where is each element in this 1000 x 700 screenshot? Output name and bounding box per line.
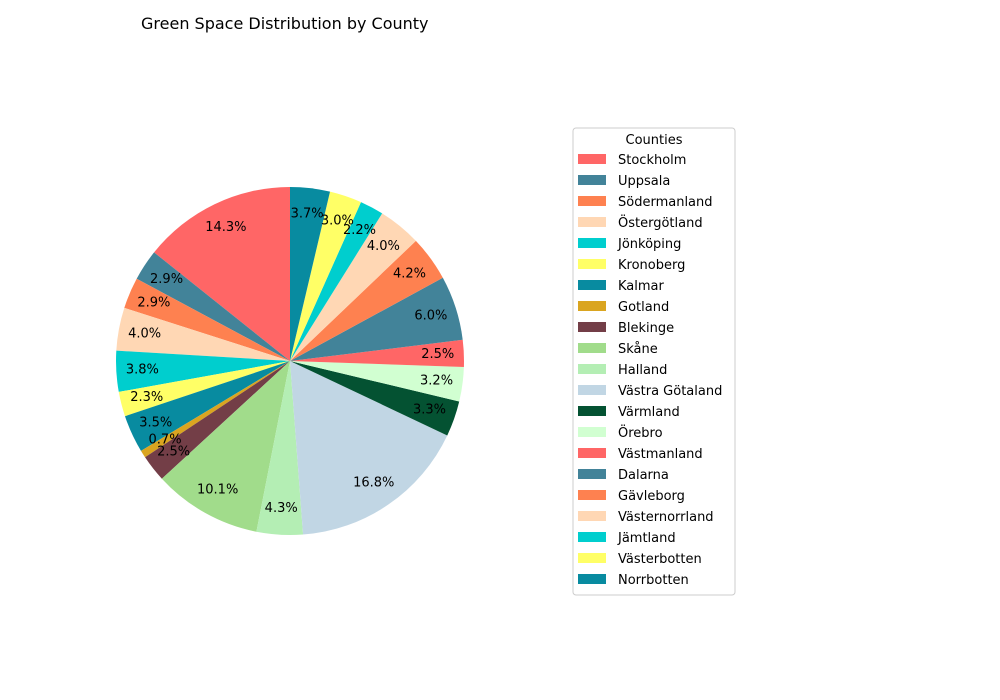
legend-swatch-uppsala xyxy=(578,175,606,185)
pie-slice-ostergotland xyxy=(116,307,290,361)
pie-slice-jonkoping xyxy=(115,350,290,392)
pie-slice-uppsala xyxy=(136,252,290,361)
legend-label-vasterbotten: Västerbotten xyxy=(618,552,702,567)
pct-label-jamtland: 2.2% xyxy=(343,223,376,238)
pie-slice-gavleborg xyxy=(290,240,443,361)
legend-label-norrbotten: Norrbotten xyxy=(618,573,689,588)
legend-swatch-jamtland xyxy=(578,532,606,542)
legend-label-orebro: Örebro xyxy=(618,424,663,441)
pie-slice-vasternorrland xyxy=(290,213,416,361)
legend-label-kalmar: Kalmar xyxy=(618,279,665,294)
pct-label-vastmanland: 2.5% xyxy=(421,347,454,362)
legend-swatch-blekinge xyxy=(578,322,606,332)
legend-label-ostergotland: Östergötland xyxy=(618,214,703,231)
percentage-labels: 14.3%2.9%2.9%4.0%3.8%2.3%3.5%0.7%2.5%10.… xyxy=(126,207,454,517)
pie-slice-dalarna xyxy=(290,277,463,361)
legend-label-vastmanland: Västmanland xyxy=(618,447,703,462)
legend-label-gavleborg: Gävleborg xyxy=(618,489,685,504)
legend-label-halland: Halland xyxy=(618,363,667,378)
legend-frame xyxy=(572,127,736,596)
pie-slice-gotland xyxy=(140,361,290,458)
legend-swatch-jonkoping xyxy=(578,238,606,248)
legend-swatch-sodermanland xyxy=(578,196,606,206)
pie-slices xyxy=(115,187,464,535)
legend-label-vastra-gotaland: Västra Götaland xyxy=(618,384,722,399)
legend-swatch-vastmanland xyxy=(578,448,606,458)
pie-slice-orebro xyxy=(290,361,464,402)
legend-label-uppsala: Uppsala xyxy=(618,174,670,189)
legend-label-gotland: Gotland xyxy=(618,300,669,315)
legend-label-blekinge: Blekinge xyxy=(618,321,674,336)
pie-slice-vastra-gotaland xyxy=(290,361,448,535)
legend-label-sodermanland: Södermanland xyxy=(618,195,713,210)
legend-label-stockholm: Stockholm xyxy=(618,153,686,168)
legend-swatch-orebro xyxy=(578,427,606,437)
legend-swatch-kronoberg xyxy=(578,259,606,269)
pct-label-vasternorrland: 4.0% xyxy=(367,239,400,254)
legend-swatch-vasternorrland xyxy=(578,511,606,521)
pct-label-ostergotland: 4.0% xyxy=(128,326,161,341)
pct-label-vastra-gotaland: 16.8% xyxy=(353,475,394,490)
legend-label-varmland: Värmland xyxy=(618,405,680,420)
pie-slice-vastmanland xyxy=(290,339,464,367)
legend-items: Stockholm Uppsala Södermanland Östergötland… xyxy=(578,153,722,588)
pie-slice-kalmar xyxy=(124,361,290,451)
pie-slice-skane xyxy=(161,361,290,532)
pct-label-kronoberg: 2.3% xyxy=(130,390,163,405)
legend-swatch-dalarna xyxy=(578,469,606,479)
legend-swatch-gotland xyxy=(578,301,606,311)
pct-label-orebro: 3.2% xyxy=(420,373,453,388)
legend-swatch-vastra-gotaland xyxy=(578,385,606,395)
pct-label-gavleborg: 4.2% xyxy=(393,266,426,281)
legend-swatch-ostergotland xyxy=(578,217,606,227)
legend-swatch-skane xyxy=(578,343,606,353)
legend-title: Counties xyxy=(626,133,683,148)
pct-label-norrbotten: 3.7% xyxy=(291,207,324,222)
pct-label-skane: 10.1% xyxy=(197,483,238,498)
chart-title: Green Space Distribution by County xyxy=(141,14,429,33)
pie-slice-norrbotten xyxy=(290,187,331,361)
legend-swatch-gavleborg xyxy=(578,490,606,500)
legend-swatch-stockholm xyxy=(578,154,606,164)
legend-swatch-varmland xyxy=(578,406,606,416)
legend-swatch-halland xyxy=(578,364,606,374)
legend-label-vasternorrland: Västernorrland xyxy=(618,510,714,525)
pie-slice-sodermanland xyxy=(124,278,291,361)
pct-label-stockholm: 14.3% xyxy=(205,220,246,235)
pct-label-halland: 4.3% xyxy=(265,501,298,516)
legend-swatch-norrbotten xyxy=(578,574,606,584)
pie-slice-vasterbotten xyxy=(290,191,361,361)
legend-swatch-kalmar xyxy=(578,280,606,290)
pct-label-blekinge: 2.5% xyxy=(157,445,190,460)
pct-label-vasterbotten: 3.0% xyxy=(321,213,354,228)
pct-label-kalmar: 3.5% xyxy=(139,416,172,431)
pct-label-dalarna: 6.0% xyxy=(414,308,447,323)
pie-slice-blekinge xyxy=(145,361,290,479)
legend-label-kronoberg: Kronoberg xyxy=(618,258,685,273)
pie-slice-stockholm xyxy=(154,187,290,361)
pct-label-varmland: 3.3% xyxy=(413,403,446,418)
legend-label-dalarna: Dalarna xyxy=(618,468,669,483)
legend-label-jonkoping: Jönköping xyxy=(617,237,681,252)
pie-slice-halland xyxy=(256,361,304,535)
pct-label-gotland: 0.7% xyxy=(149,433,182,448)
pie-slice-varmland xyxy=(290,361,460,436)
legend-label-jamtland: Jämtland xyxy=(617,531,676,546)
legend-swatch-vasterbotten xyxy=(578,553,606,563)
pie-slice-jamtland xyxy=(290,202,383,361)
pie-slice-kronoberg xyxy=(118,361,290,417)
pct-label-jonkoping: 3.8% xyxy=(126,362,159,377)
pct-label-sodermanland: 2.9% xyxy=(137,296,170,311)
legend-label-skane: Skåne xyxy=(618,342,658,357)
legend: Counties Stockholm Uppsala Södermanland Öst… xyxy=(572,127,736,596)
pct-label-uppsala: 2.9% xyxy=(150,272,183,287)
